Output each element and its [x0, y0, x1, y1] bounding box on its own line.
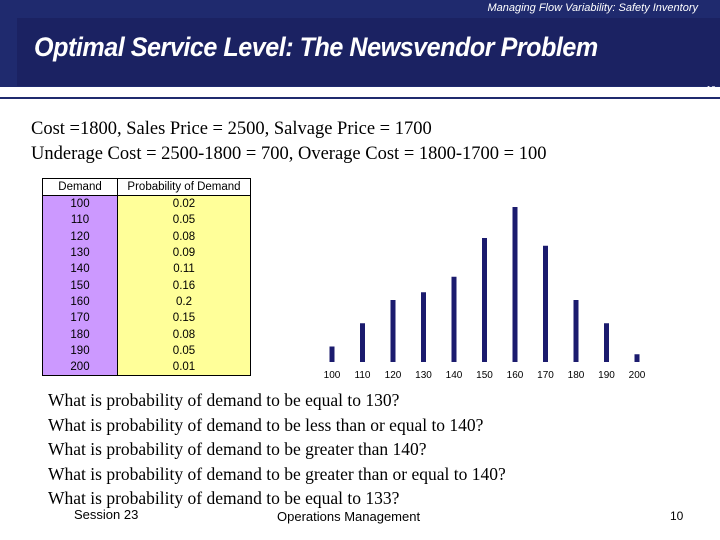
bar-110 [360, 323, 365, 362]
x-tick-label: 180 [568, 370, 585, 381]
demand-table: Demand Probability of Demand 100 0.02 110… [42, 178, 251, 377]
x-tick-label: 140 [446, 370, 463, 381]
probability-cell: 0.05 [117, 342, 251, 359]
bar-160 [512, 207, 518, 362]
x-tick-label: 100 [324, 370, 341, 381]
bar-200 [634, 354, 640, 362]
header-probability: Probability of Demand [117, 178, 251, 196]
x-tick-label: 190 [598, 370, 615, 381]
table-row: 110 0.05 [42, 212, 251, 229]
probability-cell: 0.16 [117, 277, 251, 294]
probability-cell: 0.11 [117, 261, 251, 278]
table-row: 170 0.15 [42, 310, 251, 327]
cost-line-2: Underage Cost = 2500-1800 = 700, Overage… [31, 144, 547, 164]
questions-list: What is probability of demand to be equa… [48, 388, 506, 511]
demand-cell: 180 [42, 326, 118, 343]
bar-180 [573, 300, 579, 362]
table-row: 160 0.2 [42, 293, 251, 311]
x-tick-label: 130 [415, 370, 432, 381]
cost-line-1: Cost =1800, Sales Price = 2500, Salvage … [31, 119, 432, 139]
table-row: 140 0.11 [42, 261, 251, 278]
table-row: 120 0.08 [42, 228, 251, 245]
bar-190 [604, 323, 609, 362]
header-divider [0, 97, 720, 99]
footer-course: Operations Management [277, 509, 421, 524]
demand-cell: 160 [42, 293, 118, 311]
demand-bar-chart: 100 110 120 130 140 150 160 170 180 190 200 [324, 207, 646, 381]
demand-cell: 140 [42, 261, 118, 278]
header-subtitle: Managing Flow Variability: Safety Invent… [487, 2, 698, 14]
question-2: What is probability of demand to be less… [48, 414, 484, 435]
demand-cell: 130 [42, 244, 118, 262]
table-row: 130 0.09 [42, 244, 251, 262]
probability-cell: 0.08 [117, 228, 251, 245]
header-slide-number: 10 [706, 85, 716, 96]
x-tick-label: 160 [507, 370, 524, 381]
demand-cell: 170 [42, 310, 118, 327]
slide-title: Optimal Service Level: The Newsvendor Pr… [34, 32, 598, 62]
title-box [17, 18, 720, 86]
probability-cell: 0.15 [117, 310, 251, 327]
bar-120 [390, 300, 396, 362]
probability-cell: 0.08 [117, 326, 251, 343]
table-row: 100 0.02 [42, 195, 251, 213]
bar-140 [451, 276, 457, 362]
x-tick-label: 200 [629, 370, 646, 381]
demand-cell: 100 [42, 195, 118, 213]
header-demand: Demand [42, 178, 118, 196]
cost-lines: Cost =1800, Sales Price = 2500, Salvage … [31, 117, 546, 167]
table-row: 180 0.08 [42, 326, 251, 343]
x-tick-label: 170 [537, 370, 554, 381]
x-tick-label: 150 [476, 370, 493, 381]
x-tick-label: 110 [355, 370, 371, 381]
demand-cell: 200 [42, 358, 118, 377]
footer-session: Session 23 [74, 507, 139, 522]
table-row: 150 0.16 [42, 277, 251, 294]
bar-150 [482, 238, 487, 362]
question-4: What is probability of demand to be grea… [48, 463, 506, 484]
demand-cell: 190 [42, 342, 118, 359]
demand-cell: 110 [42, 212, 118, 229]
x-tick-label: 120 [385, 370, 402, 381]
question-1: What is probability of demand to be equa… [48, 390, 400, 410]
bar-130 [421, 292, 426, 362]
bar-170 [543, 245, 548, 362]
table-row: 190 0.05 [42, 342, 251, 359]
probability-cell: 0.02 [117, 195, 251, 213]
question-3: What is probability of demand to be grea… [48, 439, 427, 459]
bar-100 [329, 346, 335, 362]
table-row: 200 0.01 [42, 358, 251, 377]
demand-cell: 150 [42, 277, 118, 294]
question-5: What is probability of demand to be equa… [48, 488, 400, 508]
probability-cell: 0.09 [117, 244, 251, 262]
footer-page-number: 10 [670, 509, 684, 523]
demand-cell: 120 [42, 228, 118, 245]
probability-cell: 0.2 [117, 293, 251, 311]
probability-cell: 0.01 [117, 358, 251, 377]
table-header-row: Demand Probability of Demand [42, 178, 251, 196]
probability-cell: 0.05 [117, 212, 251, 229]
